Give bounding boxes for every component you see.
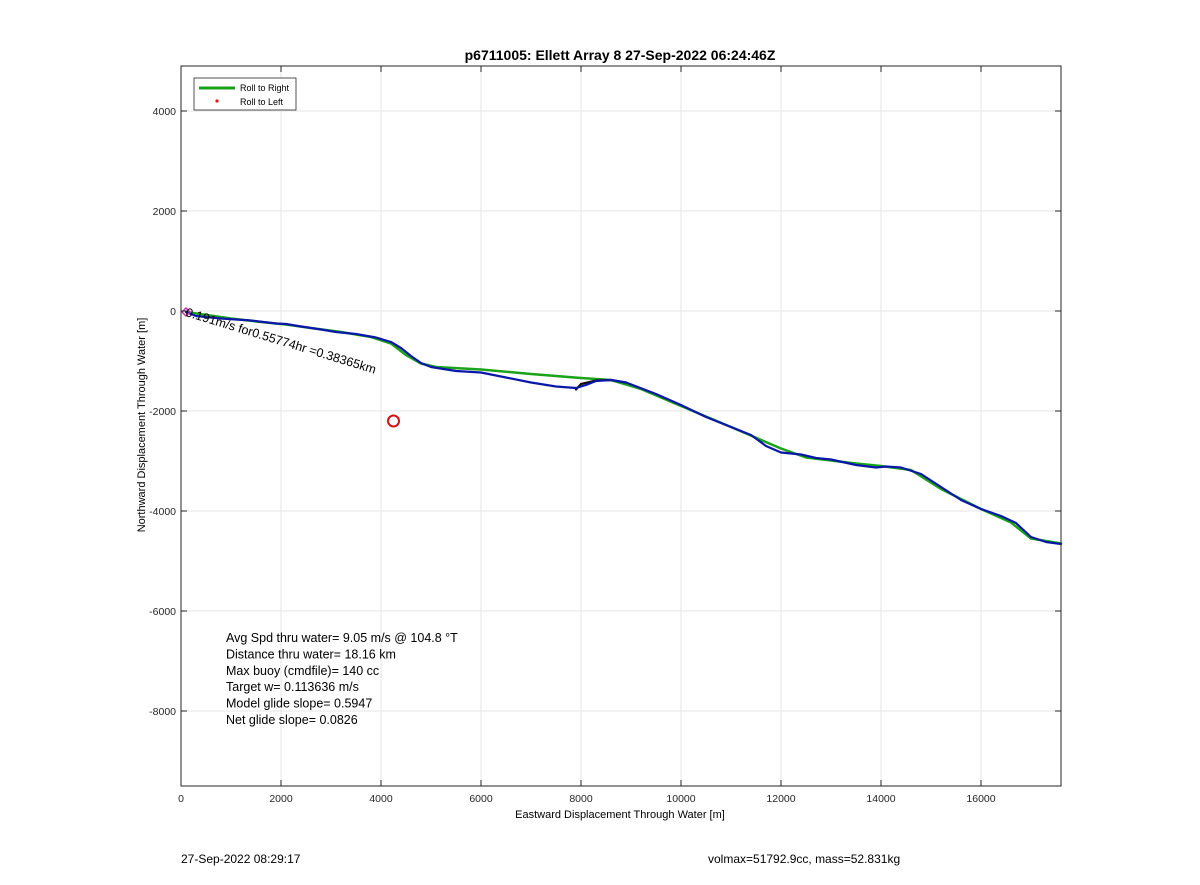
legend-swatch-roll-left xyxy=(215,99,219,103)
stats-line: Avg Spd thru water= 9.05 m/s @ 104.8 °T xyxy=(226,631,458,645)
footer-volmax-mass: volmax=51792.9cc, mass=52.831kg xyxy=(708,852,901,866)
y-tick-label: 4000 xyxy=(153,106,177,118)
legend-label-roll-left: Roll to Left xyxy=(240,97,284,107)
x-axis-label: Eastward Displacement Through Water [m] xyxy=(515,809,725,821)
y-tick-label: -4000 xyxy=(149,506,176,518)
stats-line: Net glide slope= 0.0826 xyxy=(226,713,358,727)
legend-label-roll-right: Roll to Right xyxy=(240,83,290,93)
x-tick-label: 6000 xyxy=(469,793,493,805)
x-tick-label: 4000 xyxy=(369,793,393,805)
x-tick-label: 12000 xyxy=(766,793,795,805)
y-axis-label: Northward Displacement Through Water [m] xyxy=(136,318,148,533)
footer-timestamp: 27-Sep-2022 08:29:17 xyxy=(181,852,301,866)
x-tick-label: 16000 xyxy=(966,793,995,805)
stats-line: Model glide slope= 0.5947 xyxy=(226,697,372,711)
stats-line: Target w= 0.113636 m/s xyxy=(226,680,359,694)
plot-background xyxy=(181,66,1061,786)
axes-box xyxy=(180,65,1062,787)
x-tick-label: 2000 xyxy=(269,793,293,805)
stats-line: Max buoy (cmdfile)= 140 cc xyxy=(226,664,379,678)
x-tick-label: 0 xyxy=(178,793,184,805)
y-tick-label: -8000 xyxy=(149,706,176,718)
y-tick-label: 2000 xyxy=(153,206,177,218)
series-line-track-3 xyxy=(184,310,1063,546)
x-tick-label: 14000 xyxy=(866,793,895,805)
legend-box xyxy=(193,77,297,111)
chart-title: p6711005: Ellett Array 8 27-Sep-2022 06:… xyxy=(465,47,776,63)
stats-line: Distance thru water= 18.16 km xyxy=(226,647,396,661)
x-tick-label: 10000 xyxy=(666,793,695,805)
surface-position-marker xyxy=(387,414,400,428)
x-tick-label: 8000 xyxy=(569,793,593,805)
y-tick-label: -6000 xyxy=(149,606,176,618)
y-tick-label: -2000 xyxy=(149,406,176,418)
y-tick-label: 0 xyxy=(170,306,176,318)
